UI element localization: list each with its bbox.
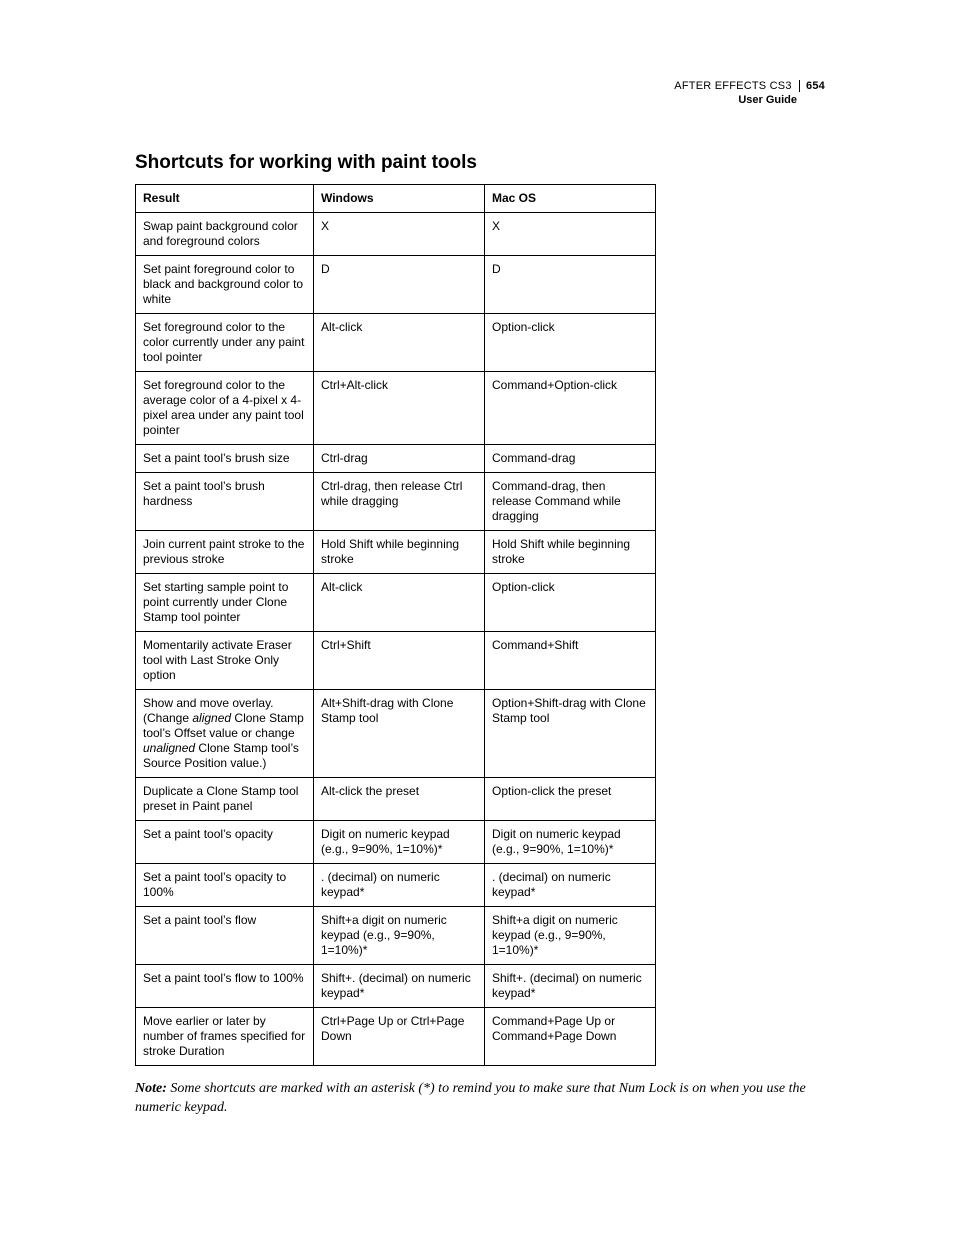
cell-windows: Ctrl+Page Up or Ctrl+Page Down bbox=[314, 1008, 485, 1066]
cell-result: Show and move overlay. (Change aligned C… bbox=[136, 690, 314, 778]
table-row: Move earlier or later by number of frame… bbox=[136, 1008, 656, 1066]
cell-macos: Command-drag, then release Command while… bbox=[485, 473, 656, 531]
cell-macos: Option+Shift-drag with Clone Stamp tool bbox=[485, 690, 656, 778]
cell-windows: Alt-click bbox=[314, 314, 485, 372]
cell-macos: Command+Option-click bbox=[485, 372, 656, 445]
table-row: Set a paint tool’s opacity to 100%. (dec… bbox=[136, 864, 656, 907]
cell-windows: Alt-click the preset bbox=[314, 778, 485, 821]
cell-macos: Hold Shift while beginning stroke bbox=[485, 531, 656, 574]
cell-windows: Alt-click bbox=[314, 574, 485, 632]
cell-macos: D bbox=[485, 256, 656, 314]
page-content: AFTER EFFECTS CS3 654 User Guide Shortcu… bbox=[135, 80, 825, 1132]
running-header: AFTER EFFECTS CS3 654 User Guide bbox=[674, 80, 825, 108]
cell-result: Momentarily activate Eraser tool with La… bbox=[136, 632, 314, 690]
table-body: Swap paint background color and foregrou… bbox=[136, 213, 656, 1066]
product-name: AFTER EFFECTS CS3 bbox=[674, 80, 791, 92]
cell-result: Duplicate a Clone Stamp tool preset in P… bbox=[136, 778, 314, 821]
table-row: Show and move overlay. (Change aligned C… bbox=[136, 690, 656, 778]
cell-windows: Ctrl+Alt-click bbox=[314, 372, 485, 445]
cell-macos: Shift+. (decimal) on numeric keypad* bbox=[485, 965, 656, 1008]
section-title: Shortcuts for working with paint tools bbox=[135, 152, 825, 174]
table-row: Join current paint stroke to the previou… bbox=[136, 531, 656, 574]
col-macos: Mac OS bbox=[485, 185, 656, 213]
note-text: Some shortcuts are marked with an asteri… bbox=[135, 1081, 806, 1115]
cell-windows: Shift+. (decimal) on numeric keypad* bbox=[314, 965, 485, 1008]
cell-macos: Option-click bbox=[485, 574, 656, 632]
cell-result: Set foreground color to the color curren… bbox=[136, 314, 314, 372]
cell-macos: Command+Page Up or Command+Page Down bbox=[485, 1008, 656, 1066]
cell-windows: . (decimal) on numeric keypad* bbox=[314, 864, 485, 907]
table-row: Duplicate a Clone Stamp tool preset in P… bbox=[136, 778, 656, 821]
cell-windows: Shift+a digit on numeric keypad (e.g., 9… bbox=[314, 907, 485, 965]
cell-result: Set a paint tool’s brush hardness bbox=[136, 473, 314, 531]
cell-result: Set paint foreground color to black and … bbox=[136, 256, 314, 314]
cell-macos: Digit on numeric keypad (e.g., 9=90%, 1=… bbox=[485, 821, 656, 864]
cell-windows: X bbox=[314, 213, 485, 256]
cell-windows: Alt+Shift-drag with Clone Stamp tool bbox=[314, 690, 485, 778]
table-row: Set a paint tool’s opacityDigit on numer… bbox=[136, 821, 656, 864]
shortcuts-table: Result Windows Mac OS Swap paint backgro… bbox=[135, 184, 656, 1066]
cell-macos: Command+Shift bbox=[485, 632, 656, 690]
cell-result: Set a paint tool’s opacity to 100% bbox=[136, 864, 314, 907]
cell-windows: Digit on numeric keypad (e.g., 9=90%, 1=… bbox=[314, 821, 485, 864]
cell-macos: Option-click bbox=[485, 314, 656, 372]
cell-result: Set a paint tool’s opacity bbox=[136, 821, 314, 864]
cell-result: Set starting sample point to point curre… bbox=[136, 574, 314, 632]
guide-label: User Guide bbox=[674, 94, 825, 108]
cell-result: Swap paint background color and foregrou… bbox=[136, 213, 314, 256]
page-number: 654 bbox=[799, 80, 825, 92]
table-row: Momentarily activate Eraser tool with La… bbox=[136, 632, 656, 690]
col-result: Result bbox=[136, 185, 314, 213]
footnote: Note: Some shortcuts are marked with an … bbox=[135, 1080, 825, 1118]
cell-result: Set foreground color to the average colo… bbox=[136, 372, 314, 445]
cell-macos: Command-drag bbox=[485, 445, 656, 473]
cell-macos: . (decimal) on numeric keypad* bbox=[485, 864, 656, 907]
table-row: Set foreground color to the color curren… bbox=[136, 314, 656, 372]
cell-macos: Option-click the preset bbox=[485, 778, 656, 821]
cell-windows: D bbox=[314, 256, 485, 314]
cell-macos: X bbox=[485, 213, 656, 256]
table-row: Swap paint background color and foregrou… bbox=[136, 213, 656, 256]
cell-windows: Ctrl-drag, then release Ctrl while dragg… bbox=[314, 473, 485, 531]
cell-result: Move earlier or later by number of frame… bbox=[136, 1008, 314, 1066]
table-row: Set paint foreground color to black and … bbox=[136, 256, 656, 314]
table-row: Set a paint tool’s brush sizeCtrl-dragCo… bbox=[136, 445, 656, 473]
table-row: Set a paint tool’s brush hardnessCtrl-dr… bbox=[136, 473, 656, 531]
table-row: Set a paint tool’s flowShift+a digit on … bbox=[136, 907, 656, 965]
note-label: Note: bbox=[135, 1081, 167, 1096]
table-header-row: Result Windows Mac OS bbox=[136, 185, 656, 213]
table-row: Set a paint tool’s flow to 100%Shift+. (… bbox=[136, 965, 656, 1008]
col-windows: Windows bbox=[314, 185, 485, 213]
cell-result: Set a paint tool’s flow bbox=[136, 907, 314, 965]
table-row: Set foreground color to the average colo… bbox=[136, 372, 656, 445]
table-row: Set starting sample point to point curre… bbox=[136, 574, 656, 632]
cell-windows: Ctrl+Shift bbox=[314, 632, 485, 690]
cell-windows: Ctrl-drag bbox=[314, 445, 485, 473]
cell-result: Set a paint tool’s brush size bbox=[136, 445, 314, 473]
cell-macos: Shift+a digit on numeric keypad (e.g., 9… bbox=[485, 907, 656, 965]
cell-windows: Hold Shift while beginning stroke bbox=[314, 531, 485, 574]
cell-result: Set a paint tool’s flow to 100% bbox=[136, 965, 314, 1008]
cell-result: Join current paint stroke to the previou… bbox=[136, 531, 314, 574]
